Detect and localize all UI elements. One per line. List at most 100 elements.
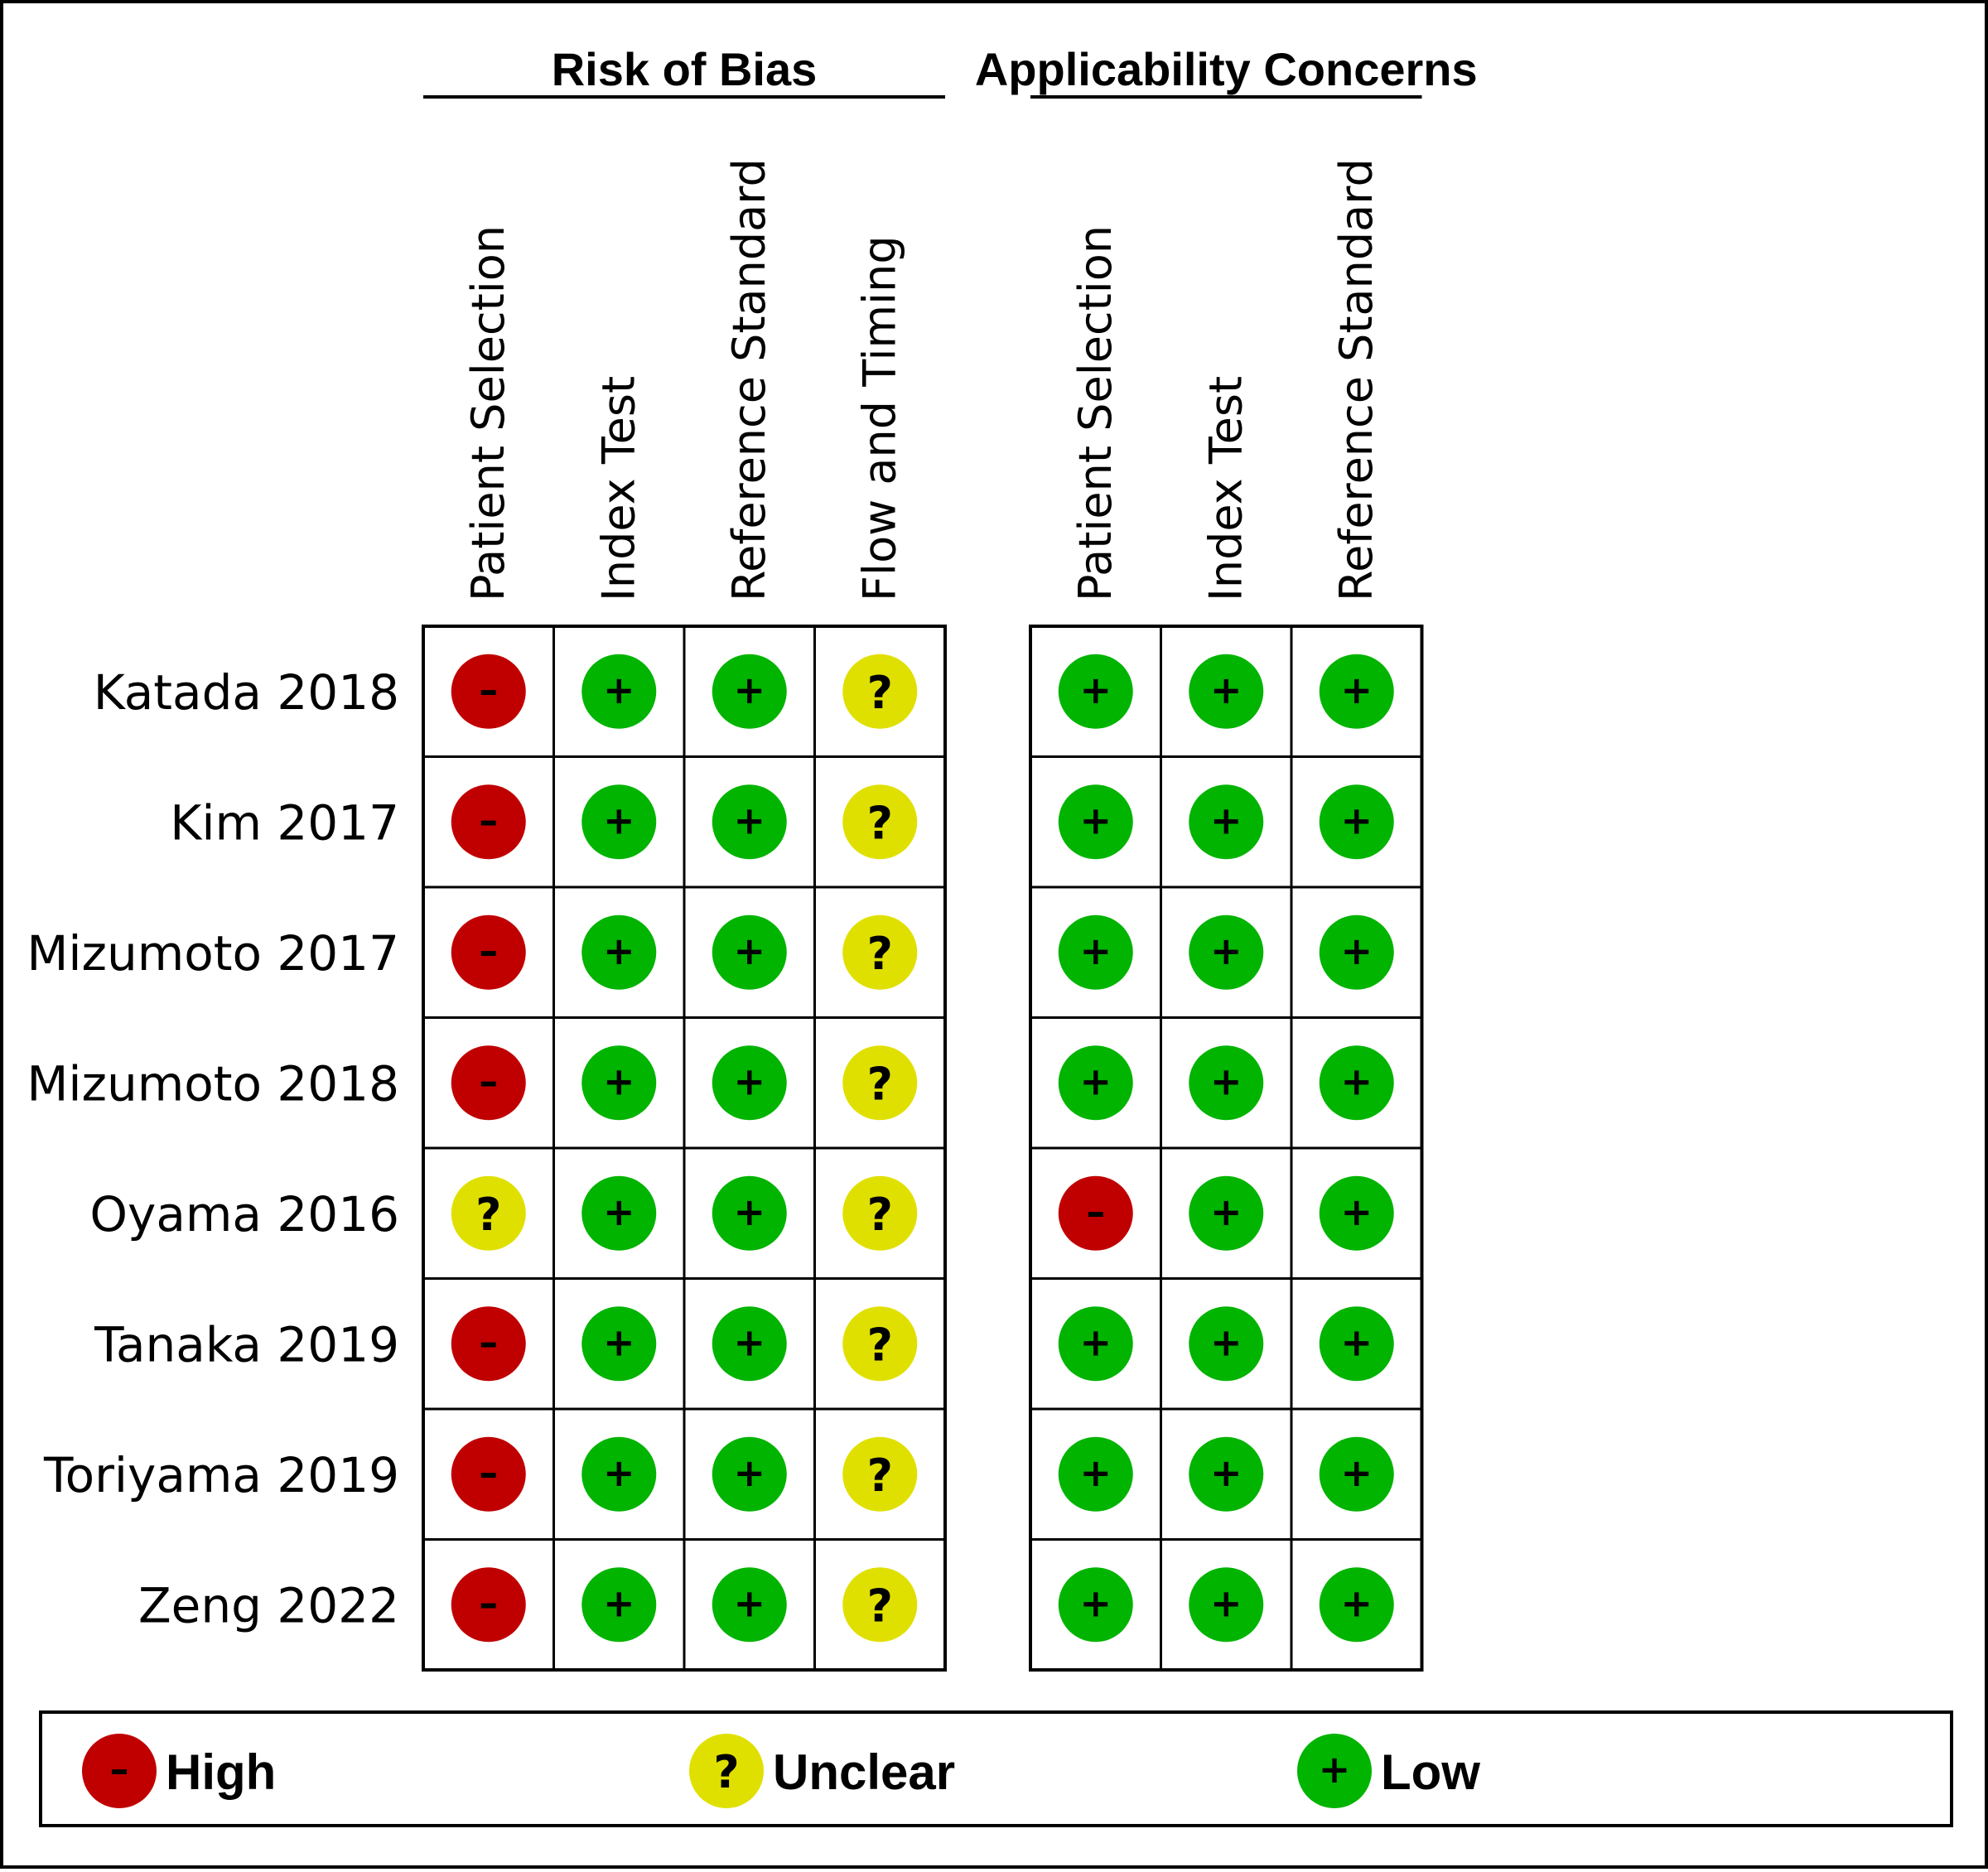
rating-low-icon: + [1319,1306,1394,1382]
svg-text:+: + [1340,798,1373,842]
svg-text:+: + [1340,1320,1373,1364]
svg-text:+: + [1210,1320,1242,1364]
legend: – High? Unclear + Low [39,1710,1953,1827]
rating-low-icon: + [1319,914,1394,990]
column-label: Patient Selection [1069,225,1122,601]
rating-low-icon: + [581,1045,657,1121]
rating-low-icon: + [1189,1567,1264,1643]
svg-text:+: + [603,1580,635,1625]
rating-low-icon: + [1319,784,1394,860]
legend-item-unclear: ? Unclear [689,1734,955,1808]
svg-text:+: + [603,1189,635,1234]
column-label: Flow and Timing [853,235,905,601]
svg-text:–: – [479,1320,498,1364]
rating-low-icon: + [1189,1436,1264,1512]
svg-text:+: + [1340,1450,1373,1495]
svg-text:+: + [603,798,635,842]
svg-text:+: + [733,798,765,842]
rating-low-icon: + [581,1436,657,1512]
rating-low-icon: + [1058,914,1133,990]
rating-low-icon: + [712,654,787,729]
svg-text:+: + [1079,929,1112,973]
rating-low-icon: + [581,1175,657,1251]
svg-text:?: ? [867,1189,893,1241]
svg-text:+: + [1210,1580,1242,1625]
svg-text:+: + [733,1189,765,1234]
rating-low-icon: + [1189,784,1264,860]
column-labels: Patient Selection Index Test Reference Sta… [462,158,1382,601]
rating-low-icon: + [1058,1045,1133,1121]
column-label: Patient Selection [462,225,514,601]
column-label: Reference Standard [723,158,775,601]
rating-low-icon: + [1189,654,1264,729]
legend-item-high: – High [82,1734,276,1808]
rating-high-icon: – [451,784,526,860]
svg-text:+: + [603,1059,635,1103]
study-label: Kim 2017 [170,794,399,851]
svg-text:?: ? [867,1580,893,1632]
rating-low-icon: + [1319,1436,1394,1512]
svg-text:–: – [110,1747,129,1792]
svg-text:?: ? [867,667,893,719]
svg-text:?: ? [867,1058,893,1110]
rating-low-icon: + [1189,1045,1264,1121]
svg-text:+: + [1340,1189,1373,1234]
svg-text:+: + [603,668,635,712]
svg-text:+: + [733,929,765,973]
rating-low-icon: + [712,914,787,990]
study-label: Toriyama 2019 [43,1447,399,1503]
rating-low-icon: + [712,784,787,860]
svg-text:–: – [1086,1189,1105,1234]
rating-low-icon: + [1319,1567,1394,1643]
svg-text:?: ? [867,1450,893,1502]
legend-item-low: + Low [1297,1734,1480,1808]
rating-low-icon: + [581,914,657,990]
svg-text:?: ? [475,1189,501,1241]
group-title: Risk of Bias [552,43,818,95]
rating-unclear-icon: ? [451,1175,526,1251]
legend-high-icon: – [82,1734,157,1808]
study-label: Zeng 2022 [138,1577,399,1633]
rating-low-icon: + [712,1175,787,1251]
rating-high-icon: – [451,1045,526,1121]
legend-label: Unclear [773,1744,955,1800]
rating-unclear-icon: ? [842,784,918,860]
rating-unclear-icon: ? [842,1436,918,1512]
study-label: Katada 2018 [94,664,399,721]
rating-low-icon: + [581,1306,657,1382]
rating-high-icon: – [451,654,526,729]
svg-text:–: – [479,798,498,842]
study-label: Tanaka 2019 [94,1316,399,1373]
study-labels: Katada 2018 Kim 2017 Mizumoto 2017 Mizumoto… [27,664,399,1634]
study-label: Mizumoto 2017 [27,925,399,982]
svg-text:+: + [1079,1320,1112,1364]
svg-text:+: + [733,668,765,712]
column-label: Reference Standard [1330,158,1382,601]
group-headers: Risk of Bias Applicability Concerns [423,43,1478,99]
rating-low-icon: + [1058,1567,1133,1643]
rating-low-icon: + [712,1045,787,1121]
rating-low-icon: + [712,1567,787,1643]
rating-unclear-icon: ? [842,654,918,729]
rating-low-icon: + [1058,784,1133,860]
legend-label: Low [1381,1744,1480,1800]
svg-text:?: ? [713,1746,739,1798]
rating-low-icon: + [1319,654,1394,729]
svg-text:?: ? [867,928,893,980]
legend-low-icon: + [1297,1734,1372,1808]
rating-low-icon: + [581,784,657,860]
svg-text:+: + [1079,1580,1112,1625]
summary-figure: Risk of Bias Applicability Concerns Patie… [27,43,1953,1827]
svg-text:+: + [1079,1059,1112,1103]
legend-unclear-icon: ? [689,1734,764,1808]
svg-text:+: + [1210,798,1242,842]
column-label: Index Test [1199,376,1252,601]
rating-grids: – + + ?– + + ?– + + ?– + +?? + + ?– + + ?– + + ?– + + ?+ + ++ + ++ +… [422,625,1424,1672]
column-label: Index Test [592,376,644,601]
svg-text:–: – [479,1059,498,1103]
rating-low-icon: + [1189,1306,1264,1382]
svg-text:+: + [1210,1189,1242,1234]
svg-text:+: + [1210,668,1242,712]
rating-low-icon: + [581,654,657,729]
svg-text:–: – [479,929,498,973]
